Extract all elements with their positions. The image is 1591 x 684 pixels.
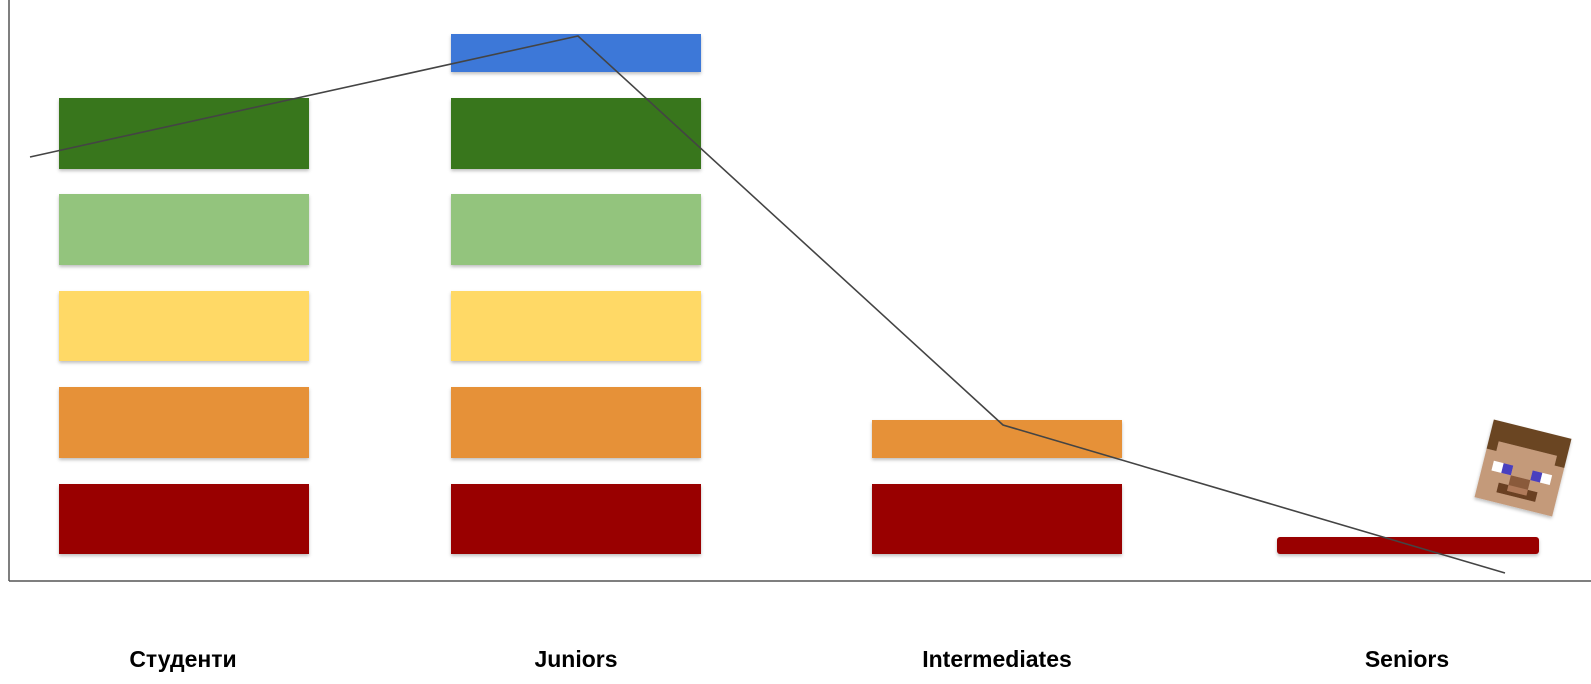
column-label-intermediates: Intermediates: [922, 646, 1072, 672]
trend-line: [29, 35, 1506, 574]
block-yellow: [451, 291, 701, 361]
column-label-students: Студенти: [129, 646, 237, 672]
block-dark-red: [872, 484, 1122, 554]
block-orange: [59, 387, 309, 458]
block-yellow: [59, 291, 309, 361]
block-dark-green: [59, 98, 309, 169]
block-light-green: [451, 194, 701, 265]
block-dark-red: [451, 484, 701, 554]
block-blue: [451, 34, 701, 72]
column-label-seniors: Seniors: [1364, 646, 1450, 672]
block-orange: [872, 420, 1122, 458]
minecraft-steve-head-icon: [1474, 419, 1572, 517]
column-label-juniors: Juniors: [534, 646, 618, 672]
block-dark-red: [59, 484, 309, 554]
block-dark-red: [1277, 537, 1539, 554]
block-light-green: [59, 194, 309, 265]
block-dark-green: [451, 98, 701, 169]
block-orange: [451, 387, 701, 458]
skill-blocks: [59, 34, 1539, 554]
